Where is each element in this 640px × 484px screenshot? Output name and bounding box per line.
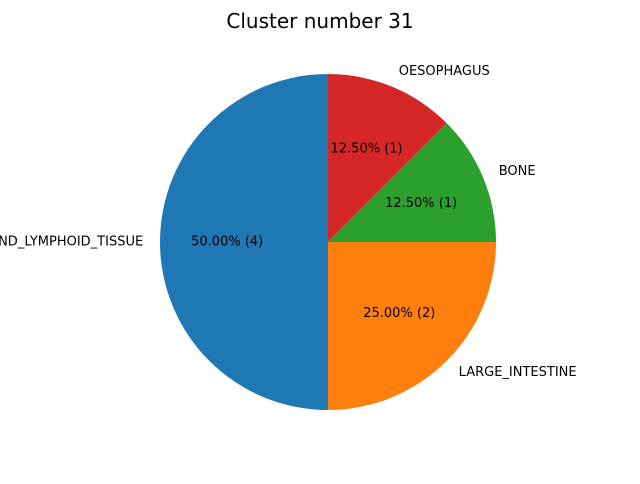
chart-title: Cluster number 31 [226, 9, 413, 33]
pie-slices [160, 74, 496, 410]
slice-percent-label: 50.00% (4) [191, 235, 263, 250]
pie-slice-oesophagus [328, 74, 447, 242]
slice-category-label: LARGE_INTESTINE [459, 365, 577, 380]
pie-slice-large-intestine [328, 242, 496, 410]
slice-percent-label: 12.50% (1) [385, 196, 457, 211]
slice-category-label: OESOPHAGUS [399, 64, 490, 79]
slice-percent-label: 25.00% (2) [363, 306, 435, 321]
pie-slice-haematopoietic-and-lymphoid-tissue [160, 74, 328, 410]
slice-percent-label: 12.50% (1) [331, 141, 403, 156]
pie-slice-bone [328, 123, 496, 242]
slice-category-label: HAEMATOPOIETIC_AND_LYMPHOID_TISSUE [0, 235, 143, 250]
pie-labels: 50.00% (4) HAEMATOPOIETIC_AND_LYMPHOID_TI… [0, 64, 577, 380]
slice-category-label: BONE [499, 164, 536, 179]
